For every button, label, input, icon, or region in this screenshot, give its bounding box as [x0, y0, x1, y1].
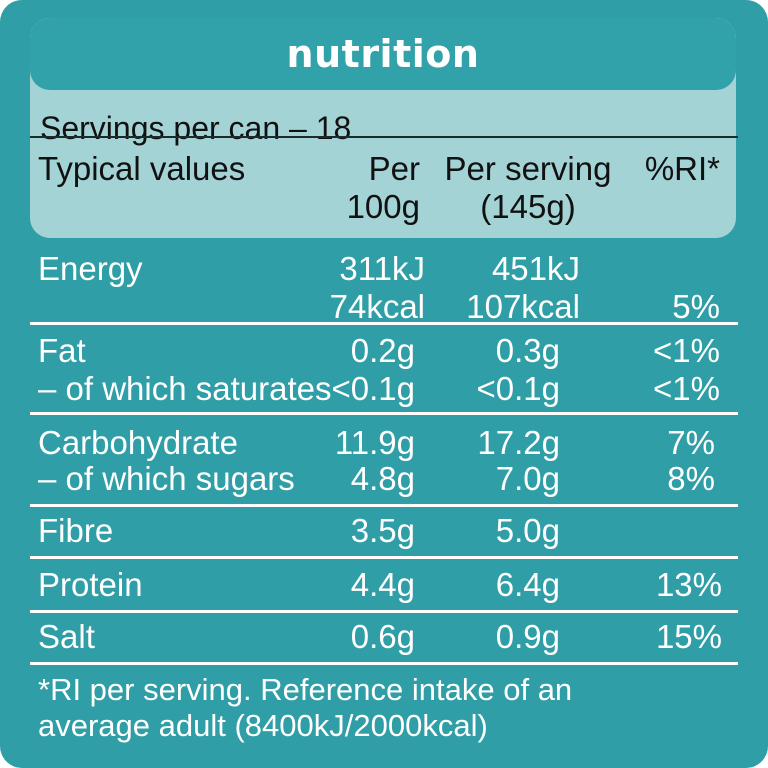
- row-protein-per100: 4.4g: [350, 566, 415, 603]
- row-sugars-ri: 8%: [667, 460, 715, 497]
- row-energy-ri: 5%: [672, 288, 720, 325]
- row-salt-name: Salt: [38, 618, 95, 655]
- row-divider: [30, 504, 738, 507]
- row-carbohydrate-name: Carbohydrate: [38, 424, 238, 461]
- row-salt-ri: 15%: [655, 618, 722, 655]
- row-divider: [30, 412, 738, 415]
- row-protein-ri: 13%: [655, 566, 722, 603]
- row-sugars-serving: 7.0g: [495, 460, 560, 497]
- row-sugars-per100: 4.8g: [350, 460, 415, 497]
- header-typical-values: Typical values: [38, 150, 246, 187]
- row-fat-per100: 0.2g: [350, 332, 415, 369]
- row-salt-serving: 0.9g: [495, 618, 560, 655]
- row-protein-serving: 6.4g: [495, 566, 560, 603]
- row-energy-per100-kj: 311kJ: [339, 250, 425, 287]
- header-per-100g-line1: Per: [368, 150, 420, 187]
- header-per-serving-line2: (145g): [480, 188, 576, 225]
- row-fat-ri: <1%: [653, 332, 720, 369]
- row-energy-serving-kj: 451kJ: [491, 250, 580, 287]
- row-divider: [30, 322, 738, 325]
- row-fibre-per100: 3.5g: [350, 512, 415, 549]
- header-per-serving-line1: Per serving: [444, 150, 612, 187]
- row-carbohydrate-per100: 11.9g: [334, 424, 415, 461]
- row-protein-name: Protein: [38, 566, 143, 603]
- footnote: *RI per serving. Reference intake of an …: [38, 672, 572, 744]
- header-per-100g-line2: 100g: [346, 188, 420, 225]
- row-salt-per100: 0.6g: [350, 618, 415, 655]
- row-fat-name: Fat: [38, 332, 86, 369]
- row-divider: [30, 556, 738, 559]
- row-divider: [30, 610, 738, 613]
- row-fat-serving: 0.3g: [495, 332, 560, 369]
- row-saturates-serving: <0.1g: [476, 370, 561, 407]
- row-divider: [30, 662, 738, 665]
- footnote-line-1: *RI per serving. Reference intake of an: [38, 672, 573, 707]
- row-energy-serving-kcal: 107kcal: [466, 288, 580, 325]
- row-fat-sub: – of which saturates: [38, 370, 332, 407]
- row-saturates-per100: <0.1g: [331, 370, 416, 407]
- servings-per-can: Servings per can – 18: [40, 110, 352, 146]
- header-card: nutrition Servings per can – 18: [30, 18, 736, 238]
- row-energy-per100-kcal: 74kcal: [329, 288, 425, 325]
- header-ri: %RI*: [644, 150, 720, 187]
- row-carbohydrate-ri: 7%: [667, 424, 715, 461]
- row-energy-name: Energy: [38, 250, 143, 287]
- row-fibre-name: Fibre: [38, 512, 114, 549]
- title-bar: nutrition: [30, 18, 736, 90]
- row-carbohydrate-sub: – of which sugars: [38, 460, 295, 497]
- row-carbohydrate-serving: 17.2g: [477, 424, 560, 461]
- label-title: nutrition: [286, 32, 480, 76]
- row-saturates-ri: <1%: [653, 370, 720, 407]
- row-fibre-serving: 5.0g: [495, 512, 560, 549]
- footnote-line-2: average adult (8400kJ/2000kcal): [38, 708, 488, 743]
- servings-divider: [30, 136, 738, 138]
